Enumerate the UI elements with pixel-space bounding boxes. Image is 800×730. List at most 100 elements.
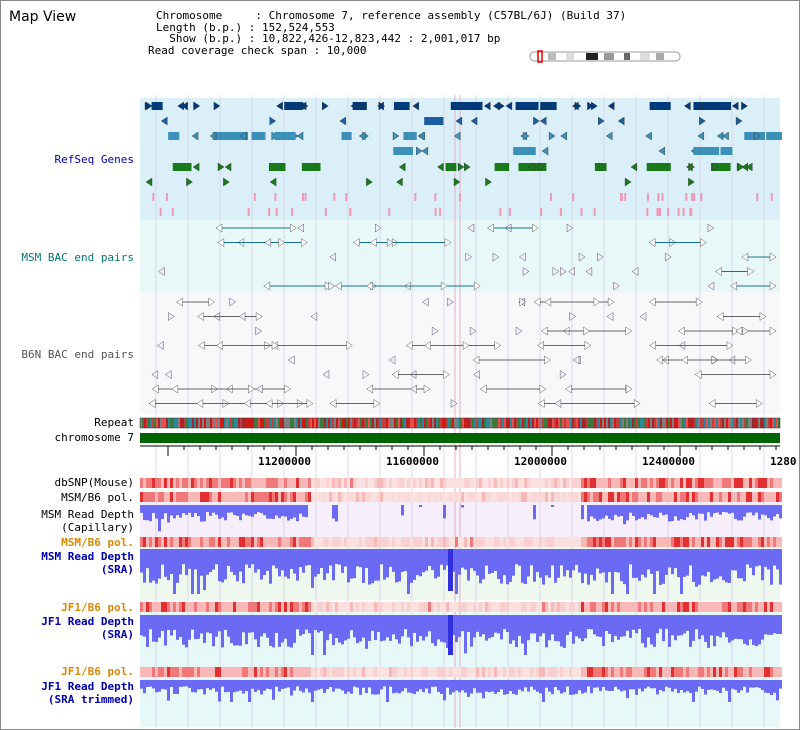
polymorphism-bin <box>755 602 758 612</box>
depth-bar-msm-sra <box>680 549 683 594</box>
depth-bar-jf1-sra <box>428 615 431 632</box>
b6n-bac-end <box>656 355 663 365</box>
repeat-element <box>476 418 478 428</box>
depth-bar-jf1-sra <box>767 615 770 635</box>
refseq-minor-mark <box>619 193 622 201</box>
depth-spike <box>448 615 453 655</box>
polymorphism-bin <box>509 602 512 612</box>
polymorphism-bin <box>536 602 539 612</box>
msm-b6-pol-label-2[interactable]: MSM/B6 pol. <box>61 536 134 549</box>
gene-exon <box>151 102 163 110</box>
polymorphism-bin <box>377 602 380 612</box>
repeat-element <box>354 418 356 428</box>
polymorphism-bin <box>161 602 164 612</box>
polymorphism-bin <box>731 492 734 502</box>
chromosome-label: chromosome 7 <box>54 431 134 444</box>
b6n-bac-end <box>238 312 246 321</box>
repeat-element <box>742 418 744 428</box>
polymorphism-bin <box>428 478 431 488</box>
repeat-element <box>692 418 694 428</box>
b6n-bac-end <box>519 297 527 307</box>
polymorphism-bin <box>269 667 272 677</box>
depth-bar-jf1-sra <box>467 615 470 632</box>
polymorphism-bin <box>251 492 254 502</box>
polymorphism-bin <box>659 667 662 677</box>
depth-bar-jf1-sra <box>632 615 635 630</box>
depth-bar-msm-sra <box>254 549 257 573</box>
repeat-element <box>666 418 668 428</box>
polymorphism-bin <box>467 492 470 502</box>
depth-bar-jf1-sra <box>626 615 629 631</box>
repeat-element <box>530 418 532 428</box>
repeat-element <box>562 418 564 428</box>
depth-bar-jf1-trimmed <box>182 680 185 687</box>
depth-bar-capillary <box>146 505 149 521</box>
repeat-label[interactable]: Repeat <box>94 416 134 429</box>
polymorphism-bin <box>581 492 584 502</box>
repeat-element <box>386 418 388 428</box>
gene-arrow <box>145 101 153 111</box>
polymorphism-bin <box>290 492 293 502</box>
depth-bar-msm-sra <box>530 549 533 566</box>
depth-bar-capillary <box>230 505 233 513</box>
depth-bar-jf1-trimmed <box>611 680 614 691</box>
msm-read-depth-capillary-label[interactable]: MSM Read Depth (Capillary) <box>20 508 134 534</box>
polymorphism-bin <box>695 478 698 488</box>
gene-arrow <box>181 101 188 111</box>
jf1-b6-pol-label-2[interactable]: JF1/B6 pol. <box>61 665 134 678</box>
depth-bar-capillary <box>461 505 464 508</box>
b6n-bac-label[interactable]: B6N BAC end pairs <box>21 348 134 361</box>
polymorphism-bin <box>236 602 239 612</box>
polymorphism-bin <box>659 537 662 547</box>
depth-bar-jf1-sra <box>557 615 560 642</box>
polymorphism-bin <box>371 492 374 502</box>
polymorphism-bin <box>308 478 311 488</box>
polymorphism-bin <box>299 537 302 547</box>
polymorphism-bin <box>251 478 254 488</box>
jf1-read-depth-sra-label[interactable]: JF1 Read Depth (SRA) <box>20 615 134 641</box>
msm-bac-end <box>375 223 382 233</box>
polymorphism-bin <box>548 492 551 502</box>
depth-bar-jf1-sra <box>506 615 509 633</box>
jf1-read-depth-trimmed-label[interactable]: JF1 Read Depth (SRA trimmed) <box>20 680 134 706</box>
depth-bar-capillary <box>278 505 281 519</box>
depth-bar-jf1-trimmed <box>512 680 515 694</box>
msm-read-depth-sra-label[interactable]: MSM Read Depth (SRA) <box>20 550 134 576</box>
polymorphism-bin <box>659 478 662 488</box>
depth-bar-msm-sra <box>602 549 605 573</box>
dbsnp-label[interactable]: dbSNP(Mouse) <box>54 476 134 489</box>
gene-arrow <box>737 162 745 172</box>
gene-arrow <box>217 162 225 172</box>
depth-bar-msm-sra <box>404 549 407 572</box>
depth-bar-msm-sra <box>368 549 371 585</box>
depth-bar-msm-sra <box>398 549 401 582</box>
depth-bar-jf1-sra <box>371 615 374 631</box>
polymorphism-bin <box>314 667 317 677</box>
refseq-genes-label[interactable]: RefSeq Genes <box>54 153 134 166</box>
msm-bac-label[interactable]: MSM BAC end pairs <box>21 251 134 264</box>
depth-bar-jf1-sra <box>329 615 332 634</box>
polymorphism-bin <box>155 537 158 547</box>
depth-bar-msm-sra <box>302 549 305 573</box>
msm-b6-pol-label[interactable]: MSM/B6 pol. <box>61 491 134 504</box>
depth-bar-msm-sra <box>479 549 482 584</box>
depth-bar-capillary <box>281 505 284 517</box>
polymorphism-bin <box>263 602 266 612</box>
depth-bar-msm-sra <box>194 549 197 570</box>
depth-bar-jf1-sra <box>482 615 485 635</box>
polymorphism-bin <box>611 492 614 502</box>
depth-bar-msm-sra <box>719 549 722 577</box>
polymorphism-bin <box>302 667 305 677</box>
polymorphism-bin <box>677 537 680 547</box>
polymorphism-bin <box>212 602 215 612</box>
polymorphism-bin <box>170 537 173 547</box>
polymorphism-bin <box>428 537 431 547</box>
polymorphism-bin <box>488 492 491 502</box>
depth-bar-jf1-trimmed <box>623 680 626 691</box>
polymorphism-bin <box>197 667 200 677</box>
jf1-b6-pol-label[interactable]: JF1/B6 pol. <box>61 601 134 614</box>
polymorphism-bin <box>710 492 713 502</box>
polymorphism-bin <box>416 492 419 502</box>
polymorphism-bin <box>173 602 176 612</box>
polymorphism-bin <box>341 537 344 547</box>
